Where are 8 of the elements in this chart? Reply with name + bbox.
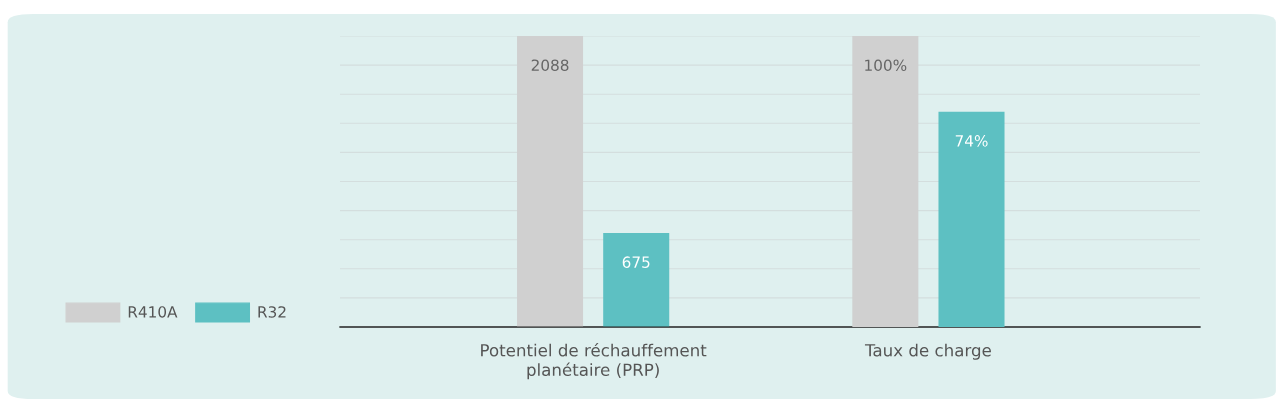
x-tick-label: Potentiel de réchauffement planétaire (PRP) bbox=[481, 343, 707, 380]
legend-label: R32 bbox=[258, 306, 286, 318]
x-tick-label: Taux de charge bbox=[864, 343, 991, 360]
legend-label: R410A bbox=[128, 306, 178, 318]
data-label: 675 bbox=[622, 256, 650, 268]
data-label: 2088 bbox=[531, 59, 569, 71]
data-label: 100% bbox=[865, 59, 907, 71]
data-label: 74% bbox=[955, 135, 988, 147]
